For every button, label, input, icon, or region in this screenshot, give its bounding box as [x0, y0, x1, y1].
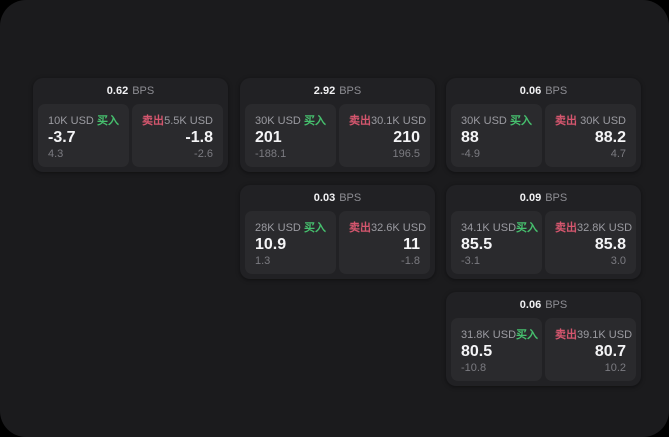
card-header: 0.03 BPS	[240, 185, 435, 211]
buy-price: 85.5	[461, 236, 493, 253]
buy-delta: -188.1	[255, 148, 287, 160]
sell-amount: 30.1K USD	[371, 115, 427, 127]
quote-card: 2.92 BPS 30K USD 买入 201 -188.1 卖出 30.1K …	[240, 78, 435, 172]
quote-cells: 28K USD 买入 10.9 1.3 卖出 32.6K USD 11 -1.8	[245, 211, 430, 274]
sell-label: 卖出	[349, 222, 371, 234]
buy-label: 买入	[304, 222, 326, 234]
buy-delta: 1.3	[255, 255, 271, 267]
sell-cell[interactable]: 卖出 5.5K USD -1.8 -2.6	[132, 104, 223, 167]
card-header: 0.62 BPS	[33, 78, 228, 104]
sell-cell[interactable]: 卖出 30K USD 88.2 4.7	[545, 104, 636, 167]
sell-price: 80.7	[594, 343, 626, 360]
quote-card: 0.06 BPS 30K USD 买入 88 -4.9 卖出 30K USD	[446, 78, 641, 172]
buy-amount: 30K USD	[255, 115, 301, 127]
sell-amount: 32.6K USD	[371, 222, 427, 234]
bps-value: 0.62	[106, 85, 129, 97]
sell-amount: 32.8K USD	[577, 222, 633, 234]
sell-delta: 3.0	[610, 255, 626, 267]
buy-cell[interactable]: 30K USD 买入 88 -4.9	[451, 104, 542, 167]
buy-cell[interactable]: 28K USD 买入 10.9 1.3	[245, 211, 336, 274]
buy-amount: 28K USD	[255, 222, 301, 234]
buy-delta: -10.8	[461, 362, 487, 374]
quote-cells: 10K USD 买入 -3.7 4.3 卖出 5.5K USD -1.8 -2.…	[38, 104, 223, 167]
buy-delta: -3.1	[461, 255, 480, 267]
bps-value: 0.06	[519, 85, 542, 97]
buy-price: -3.7	[48, 129, 76, 146]
buy-cell[interactable]: 10K USD 买入 -3.7 4.3	[38, 104, 129, 167]
sell-price: 11	[403, 236, 420, 253]
sell-label: 卖出	[142, 115, 164, 127]
sell-amount: 39.1K USD	[577, 329, 633, 341]
buy-price: 10.9	[255, 236, 287, 253]
sell-delta: -1.8	[401, 255, 420, 267]
buy-cell[interactable]: 34.1K USD 买入 85.5 -3.1	[451, 211, 542, 274]
card-header: 2.92 BPS	[240, 78, 435, 104]
sell-cell[interactable]: 卖出 32.8K USD 85.8 3.0	[545, 211, 636, 274]
card-header: 0.06 BPS	[446, 78, 641, 104]
sell-price: -1.8	[185, 129, 213, 146]
sell-price: 210	[393, 129, 420, 146]
buy-price: 88	[461, 129, 479, 146]
quote-cells: 30K USD 买入 201 -188.1 卖出 30.1K USD 210 1…	[245, 104, 430, 167]
sell-delta: 4.7	[610, 148, 626, 160]
sell-amount: 5.5K USD	[164, 115, 213, 127]
bps-unit-label: BPS	[545, 192, 568, 204]
quote-cells: 34.1K USD 买入 85.5 -3.1 卖出 32.8K USD 85.8…	[451, 211, 636, 274]
bps-value: 0.03	[313, 192, 336, 204]
sell-delta: -2.6	[194, 148, 213, 160]
sell-label: 卖出	[555, 329, 577, 341]
sell-delta: 196.5	[392, 148, 420, 160]
buy-amount: 10K USD	[48, 115, 94, 127]
sell-label: 卖出	[555, 115, 577, 127]
bps-value: 0.06	[519, 299, 542, 311]
bps-value: 2.92	[313, 85, 336, 97]
card-header: 0.06 BPS	[446, 292, 641, 318]
sell-label: 卖出	[349, 115, 371, 127]
sell-delta: 10.2	[604, 362, 626, 374]
quote-card: 0.03 BPS 28K USD 买入 10.9 1.3 卖出 32.6K US…	[240, 185, 435, 279]
quote-cells: 31.8K USD 买入 80.5 -10.8 卖出 39.1K USD 80.…	[451, 318, 636, 381]
buy-cell[interactable]: 30K USD 买入 201 -188.1	[245, 104, 336, 167]
quote-cells: 30K USD 买入 88 -4.9 卖出 30K USD 88.2 4.7	[451, 104, 636, 167]
sell-cell[interactable]: 卖出 39.1K USD 80.7 10.2	[545, 318, 636, 381]
bps-value: 0.09	[519, 192, 542, 204]
sell-price: 85.8	[594, 236, 626, 253]
buy-label: 买入	[516, 329, 539, 341]
buy-label: 买入	[516, 222, 539, 234]
buy-delta: -4.9	[461, 148, 480, 160]
buy-delta: 4.3	[48, 148, 64, 160]
quote-card: 0.62 BPS 10K USD 买入 -3.7 4.3 卖出 5.5K USD	[33, 78, 228, 172]
buy-price: 80.5	[461, 343, 493, 360]
buy-amount: 30K USD	[461, 115, 507, 127]
bps-unit-label: BPS	[339, 192, 362, 204]
buy-price: 201	[255, 129, 282, 146]
sell-label: 卖出	[555, 222, 577, 234]
bps-unit-label: BPS	[545, 85, 568, 97]
buy-cell[interactable]: 31.8K USD 买入 80.5 -10.8	[451, 318, 542, 381]
card-header: 0.09 BPS	[446, 185, 641, 211]
sell-price: 88.2	[594, 129, 626, 146]
bps-unit-label: BPS	[545, 299, 568, 311]
bps-unit-label: BPS	[339, 85, 362, 97]
buy-label: 买入	[510, 115, 532, 127]
buy-label: 买入	[97, 115, 119, 127]
sell-cell[interactable]: 卖出 32.6K USD 11 -1.8	[339, 211, 430, 274]
buy-amount: 31.8K USD	[461, 329, 517, 341]
sell-cell[interactable]: 卖出 30.1K USD 210 196.5	[339, 104, 430, 167]
quote-card: 0.09 BPS 34.1K USD 买入 85.5 -3.1 卖出 32.8K…	[446, 185, 641, 279]
buy-label: 买入	[304, 115, 326, 127]
buy-amount: 34.1K USD	[461, 222, 517, 234]
bps-unit-label: BPS	[132, 85, 155, 97]
sell-amount: 30K USD	[580, 115, 626, 127]
quote-card: 0.06 BPS 31.8K USD 买入 80.5 -10.8 卖出 39.1…	[446, 292, 641, 386]
